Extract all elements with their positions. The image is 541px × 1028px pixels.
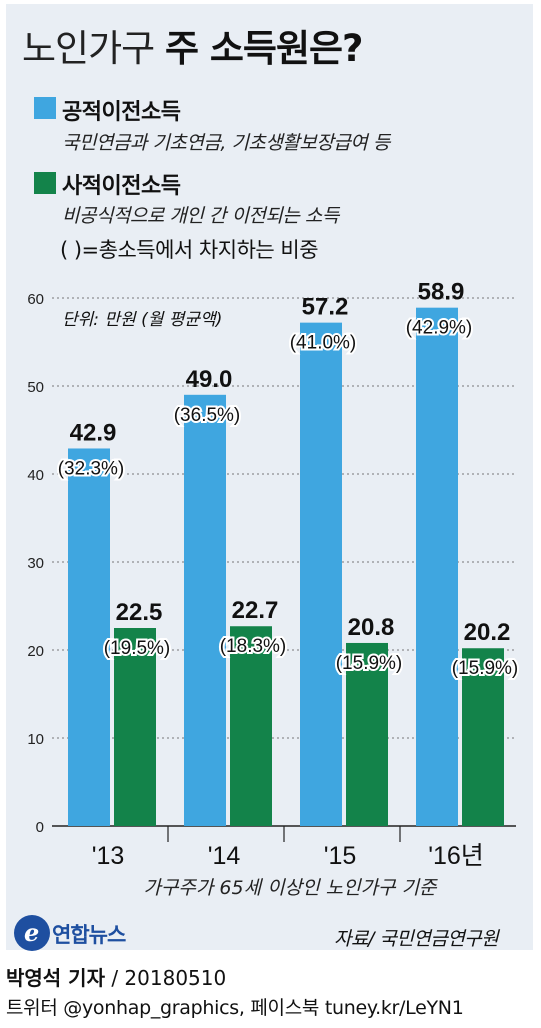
data-label: 57.2: [302, 294, 349, 321]
share-label: (15.9%): [452, 658, 519, 679]
legend-swatch-private: [34, 172, 56, 194]
data-label: 49.0: [186, 366, 233, 393]
legend-desc-private: 비공식적으로 개인 간 이전되는 소득: [62, 205, 339, 227]
y-tick-label: 30: [27, 555, 44, 572]
data-label: 22.7: [232, 597, 279, 624]
title-light: 노인가구: [22, 27, 155, 70]
legend-name-private: 사적이전소득: [62, 174, 181, 199]
data-label: 22.5: [116, 599, 163, 626]
source-note: 자료/ 국민연금연구원: [334, 928, 499, 950]
data-label: 20.2: [464, 619, 511, 646]
percent-note: ( )=총소득에서 차지하는 비중: [60, 238, 319, 262]
share-label: (42.9%): [406, 318, 473, 339]
byline: 박영석 기자 / 20180510: [6, 966, 227, 990]
share-label: (41.0%): [290, 333, 357, 354]
chart-caption: 가구주가 65세 이상인 노인가구 기준: [143, 877, 438, 899]
unit-note: 단위: 만원 (월 평균액): [62, 310, 223, 330]
data-label: 20.8: [348, 614, 395, 641]
bar-private: [114, 628, 156, 826]
bar-public: [68, 448, 110, 826]
x-tick-label: '13: [92, 842, 125, 870]
social-links: 트위터 @yonhap_graphics, 페이스북 tuney.kr/LeYN…: [6, 997, 464, 1019]
bar-public: [184, 394, 226, 826]
yonhap-logo-icon: [14, 915, 50, 951]
y-tick-label: 60: [27, 291, 44, 308]
legend-name-public: 공적이전소득: [62, 100, 181, 125]
title-bold: 주 소득원은?: [164, 27, 364, 70]
bar-public: [416, 307, 458, 826]
bar-private: [462, 648, 504, 826]
y-tick-label: 0: [36, 819, 44, 836]
page-title: 노인가구 주 소득원은?: [22, 18, 364, 72]
share-label: (19.5%): [104, 638, 171, 659]
reporter-name: 박영석 기자: [6, 966, 105, 990]
brand-name: 연합뉴스: [52, 923, 126, 947]
share-label: (36.5%): [174, 405, 241, 426]
legend-desc-public: 국민연금과 기초연금, 기초생활보장급여 등: [62, 132, 390, 154]
bar-private: [230, 626, 272, 826]
bar-public: [300, 322, 342, 826]
y-tick-label: 40: [27, 467, 44, 484]
x-tick-label: '15: [324, 842, 357, 870]
data-label: 58.9: [418, 279, 465, 306]
legend-swatch-public: [34, 97, 56, 119]
y-tick-label: 10: [27, 731, 44, 748]
x-tick-label: '14: [208, 842, 241, 870]
x-tick-label: '16년: [428, 842, 484, 870]
share-label: (32.3%): [58, 458, 125, 479]
yonhap-logo-letter: e: [24, 918, 40, 947]
byline-date: 20180510: [124, 966, 227, 990]
y-tick-label: 20: [27, 643, 44, 660]
bar-private: [346, 642, 388, 826]
share-label: (15.9%): [336, 653, 403, 674]
y-tick-label: 50: [27, 379, 44, 396]
share-label: (18.3%): [220, 636, 287, 657]
data-label: 42.9: [70, 419, 117, 446]
